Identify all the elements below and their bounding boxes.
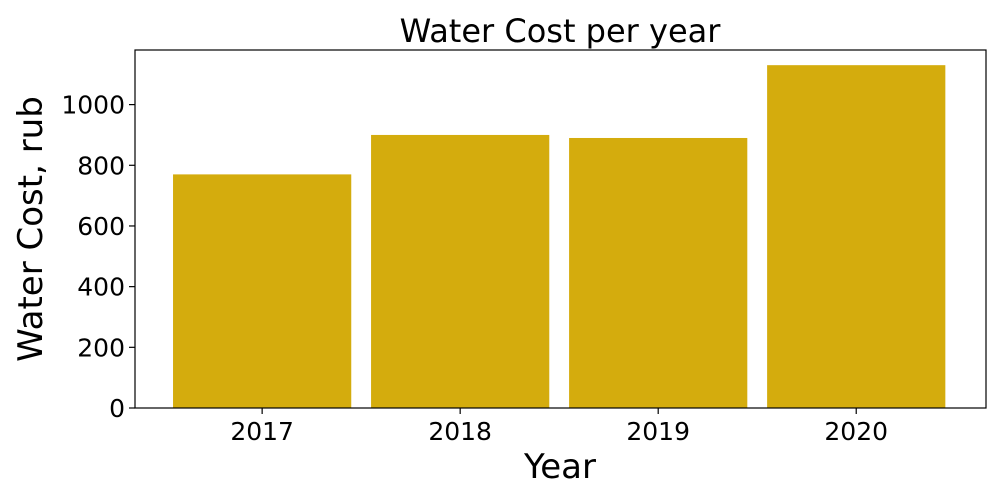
y-axis-label: Water Cost, rub <box>11 96 51 362</box>
y-tick-label: 400 <box>77 273 125 302</box>
x-tick-label: 2019 <box>626 417 690 446</box>
x-tick-label: 2020 <box>824 417 888 446</box>
x-tick-label: 2018 <box>428 417 492 446</box>
x-axis-ticks: 2017 2018 2019 2020 <box>230 408 888 446</box>
y-tick-label: 800 <box>77 151 125 180</box>
bars-group <box>173 65 946 409</box>
y-tick-label: 0 <box>109 394 125 423</box>
y-tick-label: 600 <box>77 212 125 241</box>
plot-frame <box>134 49 987 409</box>
bar-2020 <box>767 65 946 408</box>
x-tick-label: 2017 <box>230 417 294 446</box>
chart-title: Water Cost per year <box>400 12 722 50</box>
bar-2017 <box>173 174 352 408</box>
y-axis-ticks: 0 200 400 600 800 1000 <box>61 91 135 423</box>
x-axis-label: Year <box>523 447 596 487</box>
bar-2019 <box>569 137 748 409</box>
bar-2018 <box>371 134 550 408</box>
y-tick-label: 1000 <box>61 91 125 120</box>
y-tick-label: 200 <box>77 333 125 362</box>
